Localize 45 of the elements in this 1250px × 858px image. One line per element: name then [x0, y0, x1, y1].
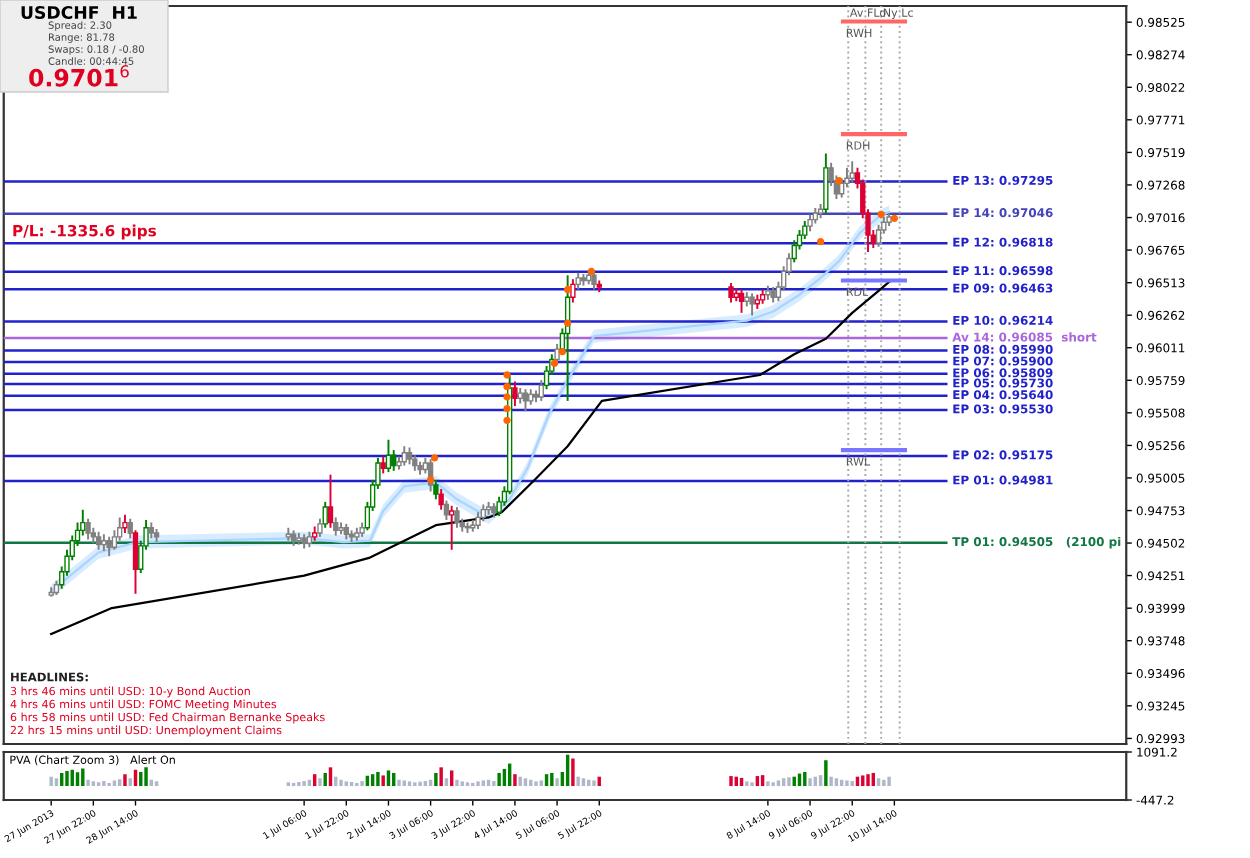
candlestick — [117, 516, 123, 542]
candlestick — [512, 380, 518, 408]
candlestick — [875, 223, 882, 248]
candlestick — [449, 504, 455, 551]
candlestick — [728, 282, 734, 304]
point — [563, 285, 572, 294]
point — [587, 267, 596, 276]
chart-title: USDCHF H1 — [21, 5, 137, 19]
candlestick — [95, 530, 102, 551]
point — [503, 404, 511, 413]
candlestick — [322, 500, 328, 529]
candlestick — [391, 449, 397, 472]
candlestick — [85, 517, 91, 541]
point — [877, 210, 885, 219]
candlestick — [522, 388, 529, 413]
point — [503, 393, 511, 401]
candlestick — [454, 506, 460, 529]
point — [890, 214, 899, 223]
annotation: 0.9701$^{6}$ — [29, 65, 129, 87]
point — [503, 416, 511, 424]
candlestick — [738, 288, 745, 314]
candlestick — [385, 438, 392, 474]
candlestick — [127, 517, 133, 540]
point — [835, 177, 843, 185]
point — [558, 348, 567, 356]
candlestick — [327, 473, 334, 529]
line-series — [50, 280, 891, 636]
point — [503, 382, 511, 391]
candlestick — [438, 487, 444, 511]
point — [503, 371, 511, 379]
candlestick — [122, 513, 128, 534]
candlestick — [802, 219, 808, 241]
candlestick — [849, 160, 855, 184]
point — [563, 319, 572, 327]
candlestick — [333, 516, 339, 537]
point — [426, 476, 435, 484]
candlestick — [106, 535, 112, 558]
candlestick — [749, 292, 755, 317]
candlestick — [823, 152, 829, 215]
candlestick — [401, 445, 407, 467]
candlestick — [443, 499, 450, 521]
point — [430, 454, 439, 462]
candlestick — [132, 529, 139, 595]
point — [816, 237, 825, 246]
candlestick — [433, 478, 439, 501]
